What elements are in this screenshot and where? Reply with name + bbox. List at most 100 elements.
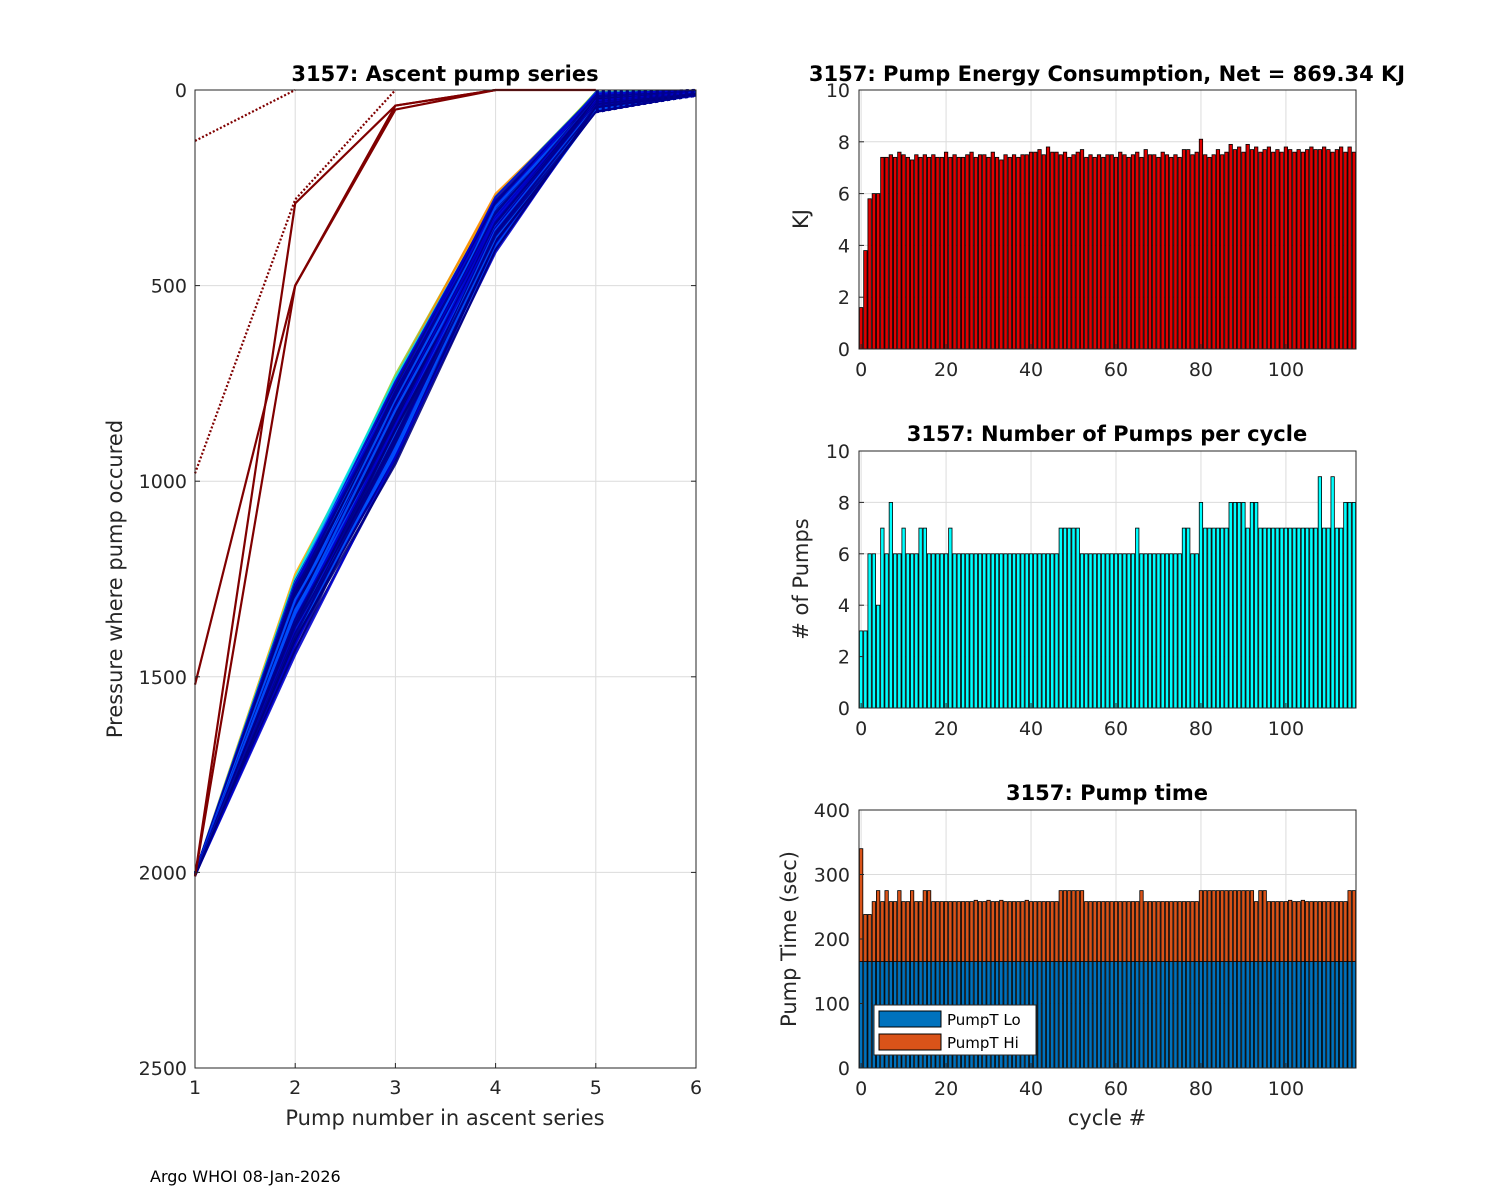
pumps-xtick-label: 60 xyxy=(1104,718,1128,740)
pumptime-lo-bar xyxy=(1203,961,1208,1069)
energy-bar xyxy=(1050,151,1055,350)
energy-ytick-label: 2 xyxy=(838,287,850,309)
pumptime-hi-bar xyxy=(1334,901,1339,962)
pumptime-hi-bar xyxy=(876,890,881,962)
pumptime-hi-bar xyxy=(1169,901,1174,962)
energy-bar xyxy=(956,156,961,350)
pumptime-lo-bar xyxy=(1279,961,1284,1069)
energy-xtick-label: 0 xyxy=(855,359,867,381)
pumps-bar xyxy=(1079,553,1085,709)
pumptime-lo-bar xyxy=(1343,961,1348,1069)
energy-bar xyxy=(1126,156,1131,350)
ascent-series-tail xyxy=(595,93,697,109)
energy-bar xyxy=(1109,154,1114,350)
energy-bar xyxy=(1084,156,1089,350)
pumps-bar xyxy=(1020,553,1025,709)
pumps-bar xyxy=(1143,553,1148,709)
pumps-bar xyxy=(901,527,906,709)
pumptime-lo-bar xyxy=(1254,961,1259,1069)
energy-bar xyxy=(876,193,881,350)
pumptime-lo-bar xyxy=(1075,961,1080,1069)
energy-bar xyxy=(1075,151,1080,350)
energy-bar xyxy=(1037,149,1042,350)
pumptime-lo-bar xyxy=(1232,961,1238,1069)
pumps-bar xyxy=(1211,527,1216,709)
pumptime-lo-bar xyxy=(1283,961,1289,1069)
pumps-bar xyxy=(1215,527,1221,709)
pumps-bar xyxy=(1033,553,1038,709)
pumptime-hi-bar xyxy=(859,848,864,962)
energy-bar xyxy=(1045,146,1051,350)
pumptime-lo-bar xyxy=(1300,961,1306,1069)
energy-bar xyxy=(1113,156,1119,350)
energy-bar xyxy=(1207,156,1212,350)
pumptime-xtick-label: 40 xyxy=(1019,1078,1043,1100)
legend-label-lo: PumpT Lo xyxy=(947,1011,1021,1029)
pumptime-hi-bar xyxy=(1220,890,1225,962)
energy-bar xyxy=(918,156,923,350)
pumptime-hi-bar xyxy=(1062,890,1068,962)
pumptime-hi-bar xyxy=(952,901,957,962)
ascent-ytick-label: 2000 xyxy=(139,862,187,884)
pumptime-legend: PumpT Lo PumpT Hi xyxy=(873,1004,1037,1056)
pumptime-ylabel: Pump Time (sec) xyxy=(777,851,801,1027)
energy-bar xyxy=(1317,149,1322,350)
pumptime-hi-bar xyxy=(943,901,949,962)
pumps-bar xyxy=(1245,527,1250,709)
energy-bar xyxy=(1190,154,1195,350)
pumptime-hi-bar xyxy=(1351,890,1356,962)
pumptime-hi-bar xyxy=(1300,899,1306,962)
energy-bar xyxy=(1305,149,1310,350)
pumps-bar xyxy=(1058,527,1063,709)
pumps-bar xyxy=(1194,553,1199,709)
pumps-bar xyxy=(918,527,923,709)
pumps-bar xyxy=(1152,553,1157,709)
energy-bar xyxy=(1007,156,1012,350)
energy-bar xyxy=(1139,156,1144,350)
pumps-bar xyxy=(876,604,881,709)
pumptime-hi-bar xyxy=(1254,901,1259,962)
pumps-bar xyxy=(1186,527,1191,709)
pumptime-lo-bar xyxy=(1079,961,1085,1069)
pumptime-hi-bar xyxy=(1339,901,1344,962)
pumptime-hi-bar xyxy=(1058,890,1063,962)
pumps-ytick-label: 10 xyxy=(826,441,850,463)
pumps-bar xyxy=(1088,553,1093,709)
pumptime-lo-bar xyxy=(1096,961,1102,1069)
pumptime-hi-bar xyxy=(1096,901,1102,962)
pumps-per-cycle-plot: 0 20 40 60 80 100 0 2 4 6 8 10 3157: Number of Pump… xyxy=(789,422,1357,740)
pumps-bar xyxy=(960,553,966,709)
pumptime-hi-bar xyxy=(1173,901,1178,962)
pumps-bar xyxy=(977,553,983,709)
energy-bar xyxy=(1245,143,1250,350)
energy-bar xyxy=(1296,149,1301,350)
pumptime-hi-bar xyxy=(948,901,953,962)
pumptime-hi-bar xyxy=(1207,890,1212,962)
energy-bar xyxy=(1143,149,1148,350)
legend-label-hi: PumpT Hi xyxy=(947,1034,1019,1052)
energy-bar xyxy=(1041,154,1046,350)
pumps-bar xyxy=(1249,501,1255,709)
energy-bar xyxy=(1271,151,1276,350)
pumps-bar xyxy=(1292,527,1297,709)
energy-bar xyxy=(965,154,970,350)
pumptime-lo-bar xyxy=(1045,961,1051,1069)
pumptime-lo-bar xyxy=(1160,961,1165,1069)
pumps-bar xyxy=(1275,527,1280,709)
pumptime-ytick-label: 200 xyxy=(814,929,850,951)
pumptime-lo-bar xyxy=(1224,961,1229,1069)
pumptime-lo-bar xyxy=(1305,961,1310,1069)
pumps-bar xyxy=(948,527,953,709)
pumptime-hi-bar xyxy=(1016,901,1021,962)
pumps-bar xyxy=(935,553,940,709)
pumptime-lo-bar xyxy=(1288,961,1293,1069)
pumptime-hi-bar xyxy=(1007,901,1012,962)
energy-xtick-label: 40 xyxy=(1019,359,1043,381)
pumptime-hi-bar xyxy=(939,901,944,962)
pumptime-hi-bar xyxy=(1079,890,1085,962)
energy-bar xyxy=(1130,154,1136,350)
pumps-bar xyxy=(952,553,957,709)
energy-bar xyxy=(1054,151,1059,350)
pumptime-lo-bar xyxy=(1135,961,1140,1069)
pumps-bar xyxy=(863,630,868,709)
